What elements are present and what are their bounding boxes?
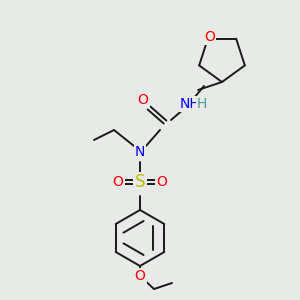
Text: O: O [205, 30, 215, 44]
Text: O: O [135, 269, 146, 283]
Text: NH: NH [180, 97, 200, 111]
Text: O: O [138, 93, 148, 107]
Text: S: S [135, 173, 145, 191]
Text: O: O [112, 175, 123, 189]
Text: N: N [135, 145, 145, 159]
Text: H: H [197, 97, 207, 111]
Text: O: O [157, 175, 167, 189]
